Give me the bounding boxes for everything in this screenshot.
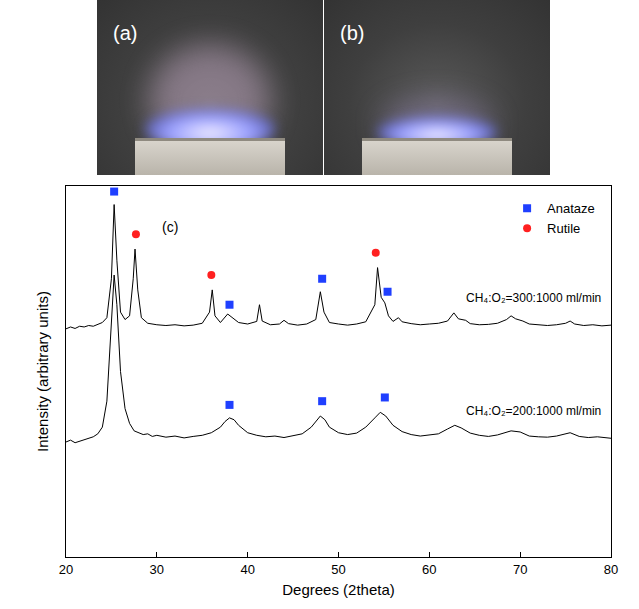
svg-text:30: 30 — [150, 562, 164, 577]
svg-text:60: 60 — [422, 562, 436, 577]
svg-text:CH₄:O₂=200:1000 ml/min: CH₄:O₂=200:1000 ml/min — [466, 404, 601, 418]
svg-text:Anataze: Anataze — [547, 201, 595, 216]
svg-text:CH₄:O₂=300:1000 ml/min: CH₄:O₂=300:1000 ml/min — [466, 291, 601, 305]
svg-text:70: 70 — [513, 562, 527, 577]
html-text:(b): (b) — [340, 22, 365, 44]
svg-text:80: 80 — [604, 562, 618, 577]
svg-text:(c): (c) — [162, 219, 178, 235]
svg-text:Degrees (2theta): Degrees (2theta) — [282, 581, 395, 598]
svg-text:40: 40 — [240, 562, 254, 577]
svg-text:20: 20 — [59, 562, 73, 577]
svg-text:50: 50 — [331, 562, 345, 577]
html-text:(a): (a) — [113, 22, 138, 44]
svg-text:Rutile: Rutile — [547, 221, 580, 236]
svg-text:Intensity (arbitrary units): Intensity (arbitrary units) — [34, 291, 51, 452]
